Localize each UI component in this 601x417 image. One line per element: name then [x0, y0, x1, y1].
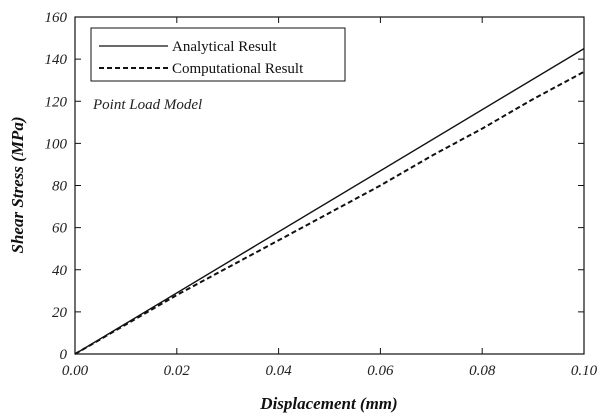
- legend-label-analytical: Analytical Result: [172, 39, 277, 55]
- x-axis-title: Displacement (mm): [259, 394, 397, 413]
- y-tick-label: 20: [52, 305, 68, 321]
- y-tick-label: 100: [45, 136, 68, 152]
- x-tick-label: 0.08: [469, 363, 496, 379]
- x-tick-label: 0.04: [265, 363, 292, 379]
- annotation-point-load-model: Point Load Model: [92, 97, 202, 113]
- y-tick-label: 40: [52, 263, 68, 279]
- x-tick-label: 0.10: [571, 363, 598, 379]
- y-tick-label: 0: [60, 347, 68, 363]
- series-line-analytical: [74, 47, 585, 355]
- legend-box: [90, 27, 346, 82]
- y-tick-label: 160: [45, 10, 68, 26]
- x-tick-label: 0.02: [164, 363, 191, 379]
- legend-label-computational: Computational Result: [172, 61, 304, 77]
- legend: Analytical Result Computational Result: [90, 27, 346, 82]
- y-tick-label: 140: [45, 52, 68, 68]
- y-axis-title: Shear Stress (MPa): [8, 117, 27, 254]
- y-tick-label: 120: [45, 94, 68, 110]
- x-tick-label: 0.00: [62, 363, 89, 379]
- plot-area: 0.00 0.02 0.04 0.06 0.08 0.10 0 20 40 60 80 100 120 1…: [45, 10, 598, 379]
- x-tick-label: 0.06: [367, 363, 394, 379]
- series-line-computational: [74, 70, 585, 355]
- y-tick-label: 80: [52, 179, 68, 195]
- y-tick-label: 60: [52, 221, 68, 237]
